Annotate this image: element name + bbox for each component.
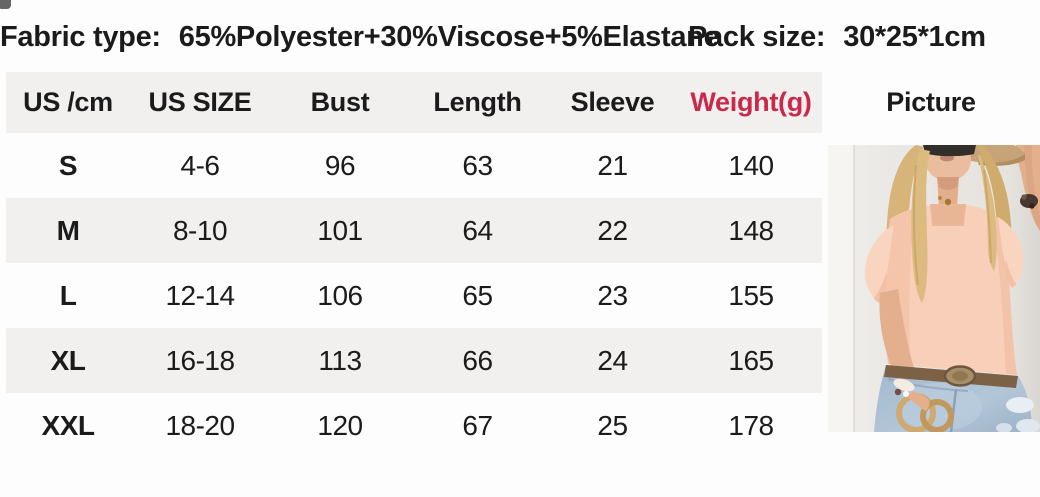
cell-size: XL	[50, 344, 86, 376]
pack-size-value: 30*25*1cm	[843, 21, 986, 53]
product-photo	[828, 145, 1040, 432]
cell-bust: 113	[318, 344, 362, 376]
col-header-length: Length	[433, 87, 522, 117]
cell-sleeve: 23	[597, 279, 628, 311]
cell-bust: 106	[317, 279, 363, 311]
cell-weight: 155	[728, 279, 774, 311]
table-row: XXL 18-20 120 67 25 178	[6, 393, 822, 458]
cell-weight: 165	[728, 344, 774, 376]
cell-sleeve: 21	[597, 149, 628, 181]
col-header-picture: Picture	[886, 87, 976, 117]
cell-sleeve: 22	[597, 214, 628, 246]
cell-us-size: 4-6	[180, 149, 220, 181]
table-row: XL 16-18 113 66 24 165	[6, 328, 822, 393]
cell-us-size: 8-10	[172, 214, 228, 246]
cell-length: 66	[462, 344, 493, 376]
cell-size: S	[58, 149, 78, 181]
fabric-type-value: 65%Polyester+30%Viscose+5%Elastane	[178, 21, 720, 53]
cell-weight: 148	[728, 214, 774, 246]
table-row: M 8-10 101 64 22 148	[6, 198, 822, 263]
size-chart-table: US /cm US SIZE Bust Length Sleeve Weight…	[6, 72, 822, 458]
cell-length: 65	[462, 279, 493, 311]
cell-size: XXL	[41, 409, 95, 441]
cell-length: 63	[462, 149, 493, 181]
col-header-sleeve: Sleeve	[570, 87, 655, 117]
cell-us-size: 12-14	[165, 279, 235, 311]
table-row: L 12-14 106 65 23 155	[6, 263, 822, 328]
col-header-us-size: US SIZE	[148, 87, 252, 117]
cell-size: L	[59, 279, 77, 311]
cell-size: M	[56, 214, 80, 246]
cell-sleeve: 24	[597, 344, 628, 376]
product-photo-illustration	[828, 145, 1040, 432]
cell-weight: 140	[728, 149, 774, 181]
cell-length: 64	[462, 214, 493, 246]
table-row: S 4-6 96 63 21 140	[6, 133, 822, 198]
cell-sleeve: 25	[597, 409, 628, 441]
cell-bust: 96	[324, 149, 356, 181]
fabric-type-label: Fabric type:	[0, 21, 161, 53]
col-header-bust: Bust	[310, 87, 370, 117]
fabric-type-line: Fabric type: 65%Polyester+30%Viscose+5%El…	[0, 21, 720, 54]
col-header-us-cm: US /cm	[23, 87, 113, 117]
cell-us-size: 16-18	[165, 344, 235, 376]
cell-bust: 101	[317, 214, 363, 246]
cell-us-size: 18-20	[165, 409, 235, 441]
cell-length: 67	[462, 409, 493, 441]
product-info-bar: Fabric type: 65%Polyester+30%Viscose+5%El…	[0, 0, 1040, 72]
col-header-weight: Weight(g)	[690, 87, 812, 117]
pack-size-line: Pack size: 30*25*1cm	[688, 21, 986, 54]
cropped-glyph-fragment	[0, 0, 11, 9]
pack-size-label: Pack size:	[688, 21, 826, 53]
cell-bust: 120	[317, 409, 363, 441]
cell-weight: 178	[728, 409, 774, 441]
table-header-row: US /cm US SIZE Bust Length Sleeve Weight…	[6, 72, 822, 133]
